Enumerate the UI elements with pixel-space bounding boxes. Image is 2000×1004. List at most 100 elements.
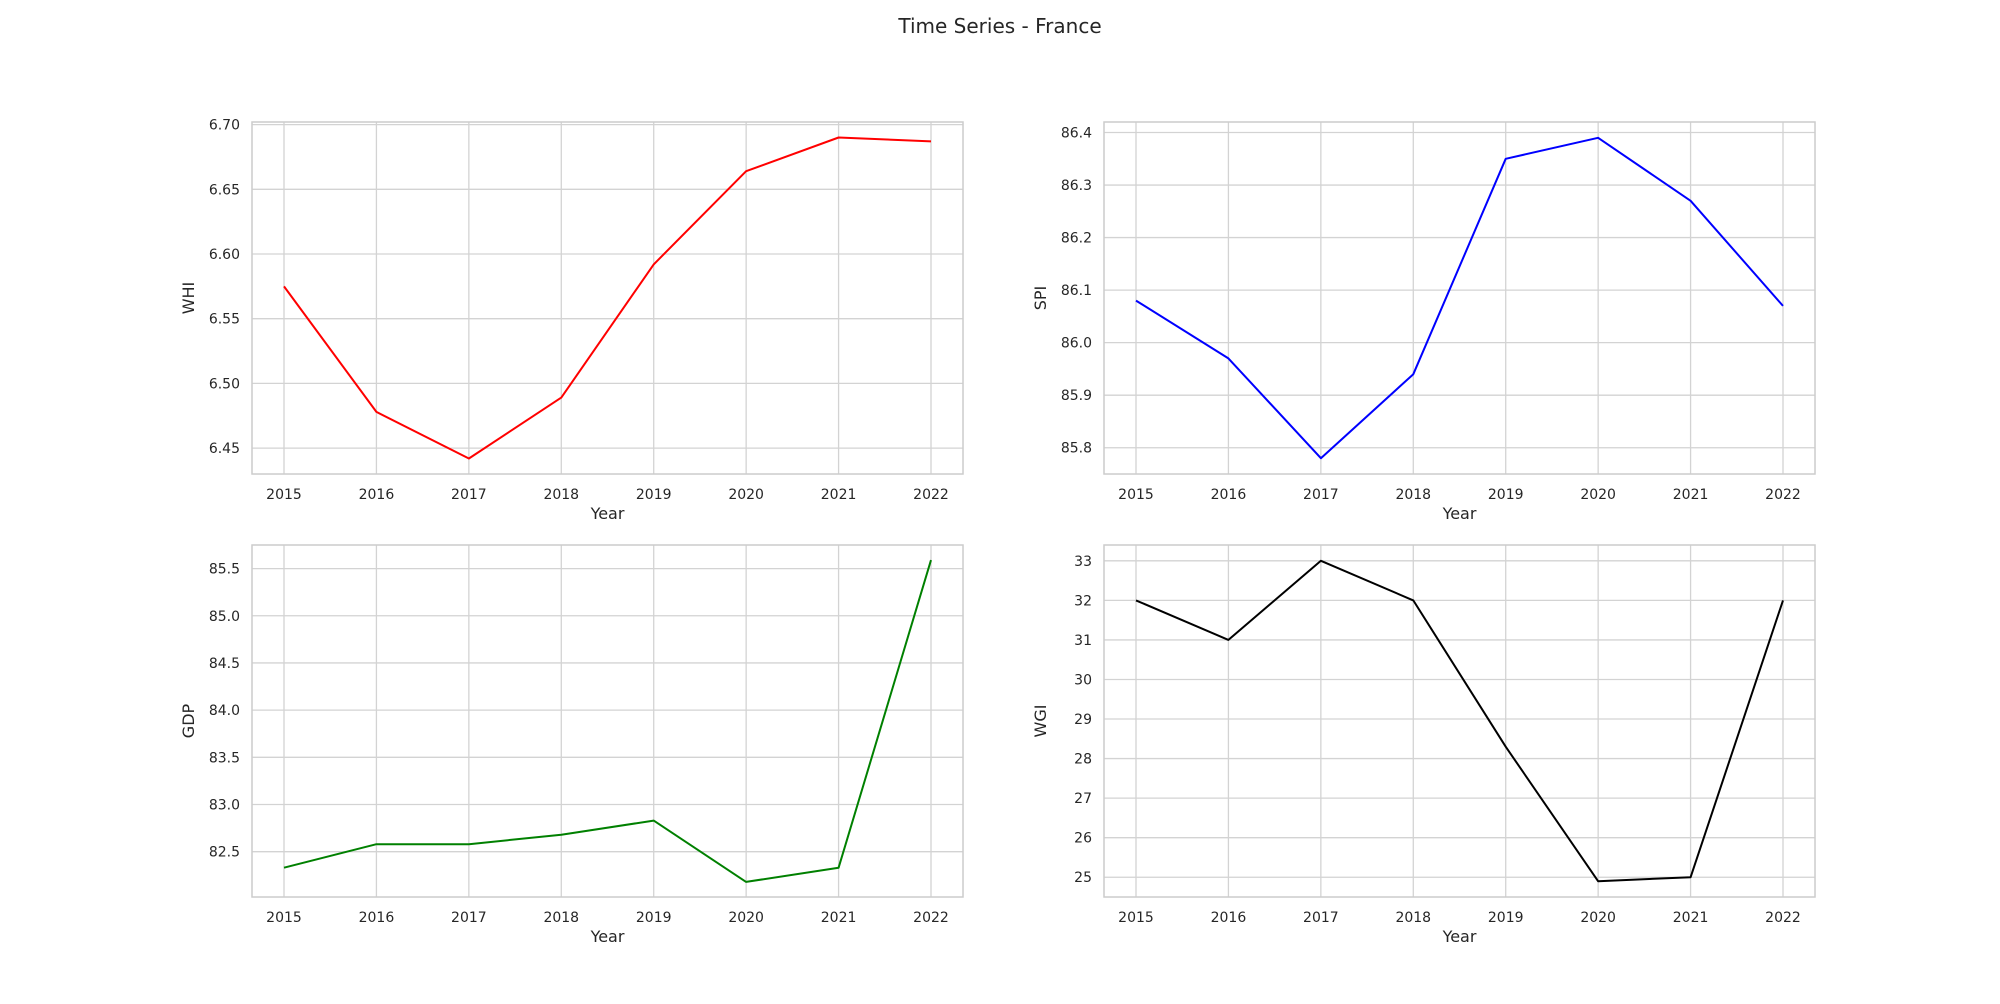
y-tick-label: 31 [1074, 633, 1092, 649]
x-tick-label: 2015 [266, 487, 302, 503]
y-tick-label: 6.70 [209, 118, 240, 134]
x-tick-label: 2020 [728, 487, 764, 503]
x-tick-label: 2022 [913, 910, 949, 926]
y-tick-label: 86.1 [1061, 283, 1092, 299]
data-point [1689, 199, 1693, 203]
x-tick-label: 2021 [1673, 910, 1709, 926]
axes-frame [251, 544, 964, 898]
y-tick-label: 83.5 [209, 750, 240, 766]
y-tick-label: 25 [1074, 870, 1092, 886]
y-tick-label: 86.4 [1061, 126, 1092, 142]
x-axis-label: Year [1442, 927, 1477, 946]
x-tick-label: 2015 [1118, 487, 1154, 503]
y-axis-label: WHI [179, 282, 198, 315]
x-tick-label: 2020 [1580, 910, 1616, 926]
y-tick-label: 82.5 [209, 845, 240, 861]
x-tick-label: 2019 [1488, 910, 1524, 926]
x-tick-label: 2017 [1303, 910, 1339, 926]
y-tick-label: 85.0 [209, 609, 240, 625]
x-tick-label: 2022 [913, 487, 949, 503]
plot-area [1104, 545, 1815, 897]
data-point [282, 866, 286, 870]
subplot-wgi: 2015 2016 2017 2018 2019 2020 2021 2022 25 26 27 28… [1031, 544, 1816, 946]
data-point [1319, 456, 1323, 460]
x-tick-label: 2021 [1673, 487, 1709, 503]
data-point [1134, 598, 1138, 602]
y-tick-label: 84.5 [209, 656, 240, 672]
data-point [1596, 879, 1600, 883]
figure-title: Time Series - France [898, 14, 1102, 38]
data-point [652, 262, 656, 266]
x-tick-label: 2020 [728, 910, 764, 926]
x-axis-label: Year [590, 504, 625, 523]
series-line [283, 559, 932, 883]
data-point [1504, 157, 1508, 161]
series-line [283, 136, 932, 460]
data-point [837, 136, 841, 140]
data-point [929, 139, 933, 143]
x-tick-label: 2016 [1211, 487, 1247, 503]
x-tick-label: 2015 [266, 910, 302, 926]
axes-frame [251, 121, 964, 475]
data-point [929, 558, 933, 562]
data-point [1226, 356, 1230, 360]
y-tick-label: 33 [1074, 554, 1092, 570]
data-point [1411, 598, 1415, 602]
y-tick-label: 29 [1074, 712, 1092, 728]
y-tick-label: 85.9 [1061, 388, 1092, 404]
y-tick-label: 28 [1074, 752, 1092, 768]
data-point [1781, 304, 1785, 308]
y-tick-label: 6.60 [209, 247, 240, 263]
x-tick-label: 2021 [821, 910, 857, 926]
y-axis-label: SPI [1031, 286, 1050, 311]
data-point [467, 456, 471, 460]
x-tick-label: 2018 [543, 487, 579, 503]
data-point [652, 819, 656, 823]
x-tick-label: 2018 [1395, 487, 1431, 503]
data-point [559, 833, 563, 837]
data-point [744, 880, 748, 884]
y-tick-label: 86.2 [1061, 231, 1092, 247]
axes-frame [1103, 121, 1816, 475]
x-tick-label: 2019 [636, 487, 672, 503]
x-axis-label: Year [590, 927, 625, 946]
data-point [1504, 745, 1508, 749]
y-axis-label: WGI [1031, 705, 1050, 738]
y-tick-label: 86.3 [1061, 178, 1092, 194]
y-tick-label: 32 [1074, 593, 1092, 609]
x-tick-label: 2022 [1765, 910, 1801, 926]
x-tick-label: 2018 [543, 910, 579, 926]
data-point [1689, 875, 1693, 879]
data-point [837, 866, 841, 870]
subplot-spi: 2015 2016 2017 2018 2019 2020 2021 2022 85.8 85.9… [1031, 121, 1816, 523]
data-point [374, 410, 378, 414]
x-axis-label: Year [1442, 504, 1477, 523]
data-point [1134, 299, 1138, 303]
x-tick-label: 2015 [1118, 910, 1154, 926]
data-point [1781, 598, 1785, 602]
data-point [467, 842, 471, 846]
y-tick-label: 26 [1074, 831, 1092, 847]
x-tick-label: 2019 [636, 910, 672, 926]
data-point [744, 169, 748, 173]
x-tick-label: 2016 [359, 487, 395, 503]
plot-area [252, 545, 963, 897]
x-tick-label: 2020 [1580, 487, 1616, 503]
y-tick-label: 85.5 [209, 562, 240, 578]
data-point [1319, 559, 1323, 563]
x-tick-label: 2016 [1211, 910, 1247, 926]
data-point [282, 284, 286, 288]
y-axis-label: GDP [179, 703, 198, 738]
y-tick-label: 27 [1074, 791, 1092, 807]
subplot-whi: 2015 2016 2017 2018 2019 2020 2021 2022 6.45 6.50… [179, 118, 964, 523]
x-tick-label: 2016 [359, 910, 395, 926]
y-tick-label: 83.0 [209, 798, 240, 814]
x-tick-label: 2019 [1488, 487, 1524, 503]
plot-area [1104, 122, 1815, 474]
data-point [374, 842, 378, 846]
x-tick-label: 2017 [1303, 487, 1339, 503]
x-tick-label: 2017 [451, 487, 487, 503]
y-tick-label: 6.50 [209, 376, 240, 392]
